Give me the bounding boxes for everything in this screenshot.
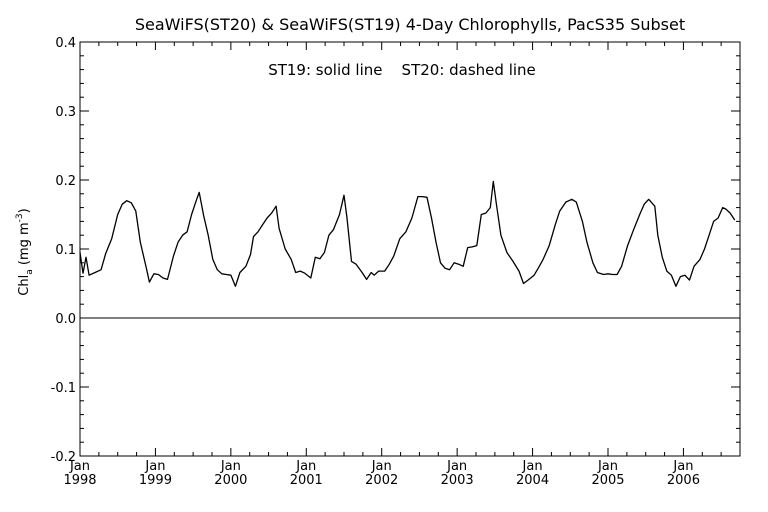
y-label-main: Chl: [17, 275, 32, 296]
x-tick-label-year: 2001: [290, 473, 323, 488]
x-tick-label-month: Jan: [446, 459, 467, 474]
y-tick-label: -0.2: [51, 450, 76, 465]
x-tick-label-year: 2004: [516, 473, 549, 488]
chart-title: SeaWiFS(ST20) & SeaWiFS(ST19) 4-Day Chlo…: [135, 15, 685, 34]
x-tick-label-year: 2002: [365, 473, 398, 488]
plot-frame: [79, 41, 741, 457]
y-label-unit-superscript: -3: [15, 213, 25, 222]
x-tick-label-month: Jan: [220, 459, 241, 474]
x-tick-label-month: Jan: [522, 459, 543, 474]
y-axis-label: Chla (mg m-3): [15, 208, 35, 295]
x-tick-label-month: Jan: [371, 459, 392, 474]
y-tick-label: 0.0: [55, 312, 76, 327]
y-tick-label: -0.1: [51, 381, 76, 396]
x-tick-label-year: 2003: [441, 473, 474, 488]
y-tick-label: 0.4: [55, 36, 76, 51]
y-tick-label: 0.1: [55, 243, 76, 258]
plot-area: -0.2-0.10.00.10.20.30.4Jan1998Jan1999Jan…: [51, 36, 741, 488]
x-tick-label-month: Jan: [295, 459, 316, 474]
y-label-unit-open: (mg m: [17, 222, 32, 269]
x-tick-label-month: Jan: [144, 459, 165, 474]
series-line-st19: [79, 180, 736, 287]
x-tick-label-year: 2000: [214, 473, 247, 488]
x-tick-label-year: 1999: [139, 473, 172, 488]
y-tick-label: 0.3: [55, 105, 76, 120]
x-tick-label-year: 1998: [63, 473, 96, 488]
y-tick-label: 0.2: [55, 174, 76, 189]
y-label-subscript: a: [25, 269, 35, 275]
x-tick-label-month: Jan: [597, 459, 618, 474]
y-label-unit-close: ): [17, 208, 32, 213]
series-style-annotation: ST19: solid line ST20: dashed line: [268, 61, 536, 79]
x-tick-label-year: 2005: [591, 473, 624, 488]
x-tick-label-month: Jan: [672, 459, 693, 474]
x-tick-label-month: Jan: [69, 459, 90, 474]
x-tick-label-year: 2006: [667, 473, 700, 488]
